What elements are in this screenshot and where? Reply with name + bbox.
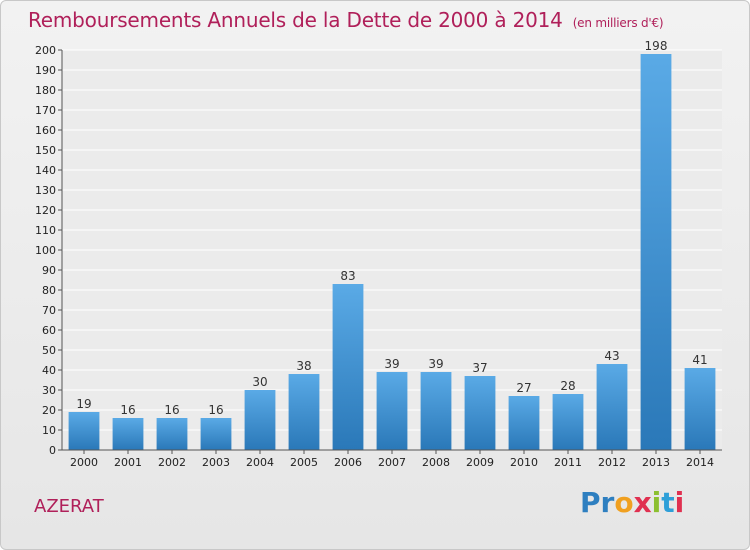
y-tick-label: 180 [35, 84, 56, 97]
bar-value-label: 19 [76, 397, 91, 411]
bar-2014 [684, 368, 716, 450]
y-tick-label: 200 [35, 44, 56, 57]
y-tick-label: 90 [42, 264, 56, 277]
y-tick-label: 80 [42, 284, 56, 297]
bar-value-label: 28 [560, 379, 575, 393]
chart-title: Remboursements Annuels de la Dette de 20… [28, 8, 664, 32]
bar-2004 [244, 390, 276, 450]
bar-2003 [200, 418, 232, 450]
y-tick-label: 110 [35, 224, 56, 237]
bar-value-label: 41 [692, 353, 707, 367]
x-tick-label: 2002 [158, 456, 186, 469]
y-tick-label: 10 [42, 424, 56, 437]
bar-2013 [640, 54, 672, 450]
chart-title-text: Remboursements Annuels de la Dette de 20… [28, 8, 563, 32]
logo-letter: o [614, 486, 634, 519]
bar-value-label: 43 [604, 349, 619, 363]
logo-letter: i [651, 486, 662, 519]
bar-value-label: 38 [296, 359, 311, 373]
commune-name: AZERAT [34, 496, 104, 517]
y-tick-label: 160 [35, 124, 56, 137]
bar-2009 [464, 376, 496, 450]
bar-2008 [420, 372, 452, 450]
logo-letter: x [633, 486, 652, 519]
y-tick-label: 30 [42, 384, 56, 397]
bar-value-label: 39 [384, 357, 399, 371]
x-tick-label: 2011 [554, 456, 582, 469]
logo-letter: t [661, 486, 675, 519]
bar-2001 [112, 418, 144, 450]
bar-value-label: 39 [428, 357, 443, 371]
y-tick-label: 140 [35, 164, 56, 177]
x-tick-label: 2008 [422, 456, 450, 469]
y-tick-label: 20 [42, 404, 56, 417]
logo-letter: r [600, 486, 615, 519]
bar-value-label: 16 [164, 403, 179, 417]
bar-value-label: 27 [516, 381, 531, 395]
x-tick-label: 2014 [686, 456, 714, 469]
chart-subtitle: (en milliers d'€) [572, 16, 664, 30]
y-tick-label: 170 [35, 104, 56, 117]
y-tick-label: 100 [35, 244, 56, 257]
y-tick-label: 60 [42, 324, 56, 337]
logo-letter: P [580, 486, 601, 519]
bar-2006 [332, 284, 364, 450]
bar-2010 [508, 396, 540, 450]
x-axis: 2000 2001 2002 2003 2004 2005 2006 2007 2008 2009… [62, 449, 722, 469]
x-tick-label: 2000 [70, 456, 98, 469]
bar-value-label: 198 [645, 39, 668, 53]
bar-value-label: 16 [208, 403, 223, 417]
x-tick-label: 2001 [114, 456, 142, 469]
bar-2007 [376, 372, 408, 450]
y-tick-label: 190 [35, 64, 56, 77]
y-tick-label: 70 [42, 304, 56, 317]
y-tick-label: 0 [49, 444, 56, 457]
bars: 19 16 16 16 30 38 83 39 39 37 27 28 43 198 41 [68, 39, 716, 450]
bar-value-label: 37 [472, 361, 487, 375]
x-tick-label: 2007 [378, 456, 406, 469]
y-axis: 0 10 20 30 40 50 60 70 80 90 100 110 120 130 140 150 160… [35, 44, 63, 457]
y-tick-label: 120 [35, 204, 56, 217]
bar-value-label: 83 [340, 269, 355, 283]
x-tick-label: 2004 [246, 456, 274, 469]
bar-2002 [156, 418, 188, 450]
y-tick-label: 40 [42, 364, 56, 377]
x-tick-label: 2010 [510, 456, 538, 469]
x-tick-label: 2005 [290, 456, 318, 469]
bar-2005 [288, 374, 320, 450]
x-tick-label: 2012 [598, 456, 626, 469]
x-tick-label: 2006 [334, 456, 362, 469]
bar-value-label: 30 [252, 375, 267, 389]
y-tick-label: 150 [35, 144, 56, 157]
bar-2012 [596, 364, 628, 450]
x-tick-label: 2013 [642, 456, 670, 469]
x-tick-label: 2009 [466, 456, 494, 469]
proxiti-logo: Proxiti [580, 486, 684, 519]
y-tick-label: 50 [42, 344, 56, 357]
bar-2000 [68, 412, 100, 450]
logo-letter: i [674, 486, 685, 519]
bar-2011 [552, 394, 584, 450]
y-tick-label: 130 [35, 184, 56, 197]
bar-value-label: 16 [120, 403, 135, 417]
x-tick-label: 2003 [202, 456, 230, 469]
